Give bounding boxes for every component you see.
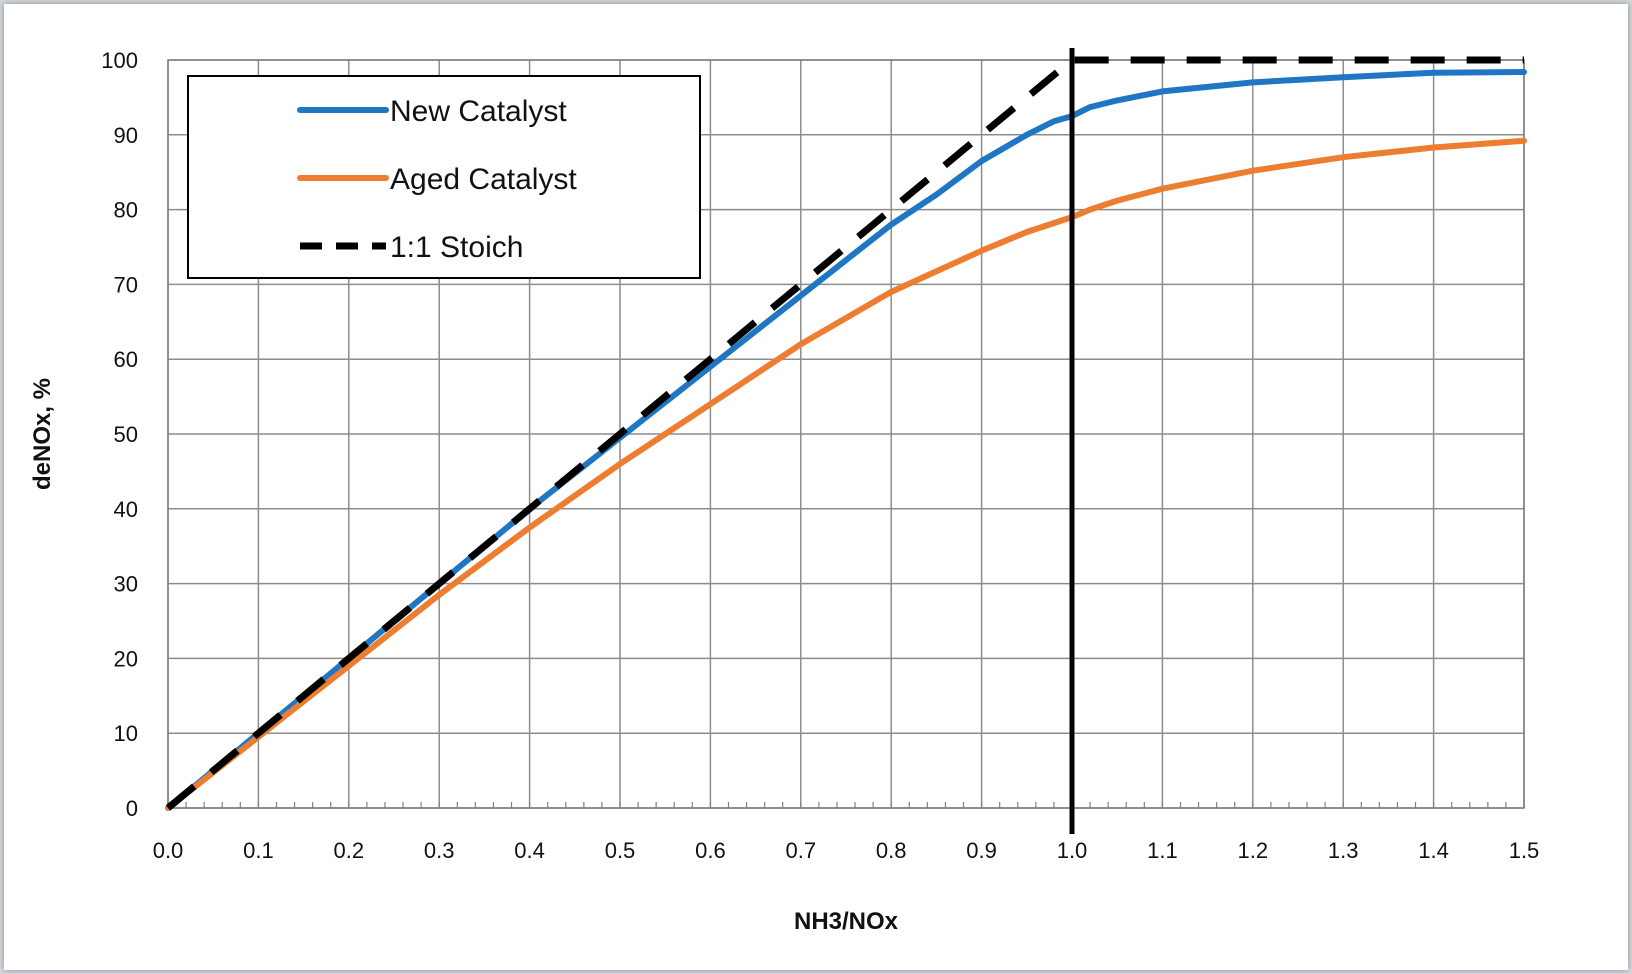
x-tick-label: 0.6	[695, 838, 726, 863]
x-tick-label: 0.3	[424, 838, 455, 863]
x-tick-label: 1.5	[1509, 838, 1540, 863]
x-tick-label: 0.1	[243, 838, 274, 863]
series-line-2	[165, 56, 1524, 811]
x-axis-title: NH3/NOx	[794, 908, 899, 935]
legend-box	[187, 75, 701, 279]
x-tick-label: 0.8	[876, 838, 907, 863]
legend-label-2: 1:1 Stoich	[390, 231, 523, 264]
series-layer	[165, 56, 1527, 811]
x-tick-label: 1.3	[1328, 838, 1359, 863]
x-tick-labels: 0.0 0.1 0.2 0.3 0.4 0.5 0.6 0.7 0.8 0.9 1.0 1.1 1.2 1…	[153, 838, 1540, 863]
series-line-1	[165, 137, 1527, 811]
x-tick-label: 1.0	[1057, 838, 1088, 863]
chart-frame: 0.0 0.1 0.2 0.3 0.4 0.5 0.6 0.7 0.8 0.9 1.0 1.1 1.2 1…	[4, 4, 1628, 970]
y-tick-label: 50	[114, 422, 138, 447]
y-tick-label: 60	[114, 347, 138, 372]
y-axis-title: deNOx, %	[29, 378, 56, 490]
y-tick-label: 90	[114, 123, 138, 148]
y-tick-label: 100	[101, 48, 138, 73]
legend-label-0: New Catalyst	[390, 95, 567, 128]
legend: New Catalyst Aged Catalyst 1:1 Stoich	[187, 75, 701, 279]
plot-area-border	[167, 59, 1525, 809]
y-tick-label: 0	[126, 796, 138, 821]
legend-label-1: Aged Catalyst	[390, 163, 577, 196]
y-tick-label: 40	[114, 497, 138, 522]
x-tick-label: 1.1	[1147, 838, 1178, 863]
x-tick-label: 0.7	[786, 838, 817, 863]
y-tick-label: 30	[114, 572, 138, 597]
y-tick-labels: 0 10 20 30 40 50 60 70 80 90 100	[101, 48, 138, 821]
x-tick-label: 1.4	[1418, 838, 1449, 863]
series-line-0	[165, 69, 1527, 811]
y-tick-label: 20	[114, 646, 138, 671]
y-tick-label: 80	[114, 198, 138, 223]
x-tick-label: 0.2	[334, 838, 365, 863]
y-tick-label: 10	[114, 721, 138, 746]
x-tick-label: 1.2	[1238, 838, 1269, 863]
y-tick-label: 70	[114, 272, 138, 297]
x-tick-label: 0.4	[514, 838, 545, 863]
legend-entries: New Catalyst Aged Catalyst 1:1 Stoich	[297, 95, 577, 264]
minor-ticks	[167, 802, 1525, 808]
x-tick-label: 0.9	[966, 838, 997, 863]
x-tick-label: 0.5	[605, 838, 636, 863]
chart: 0.0 0.1 0.2 0.3 0.4 0.5 0.6 0.7 0.8 0.9 1.0 1.1 1.2 1…	[29, 48, 1540, 935]
x-tick-label: 0.0	[153, 838, 184, 863]
